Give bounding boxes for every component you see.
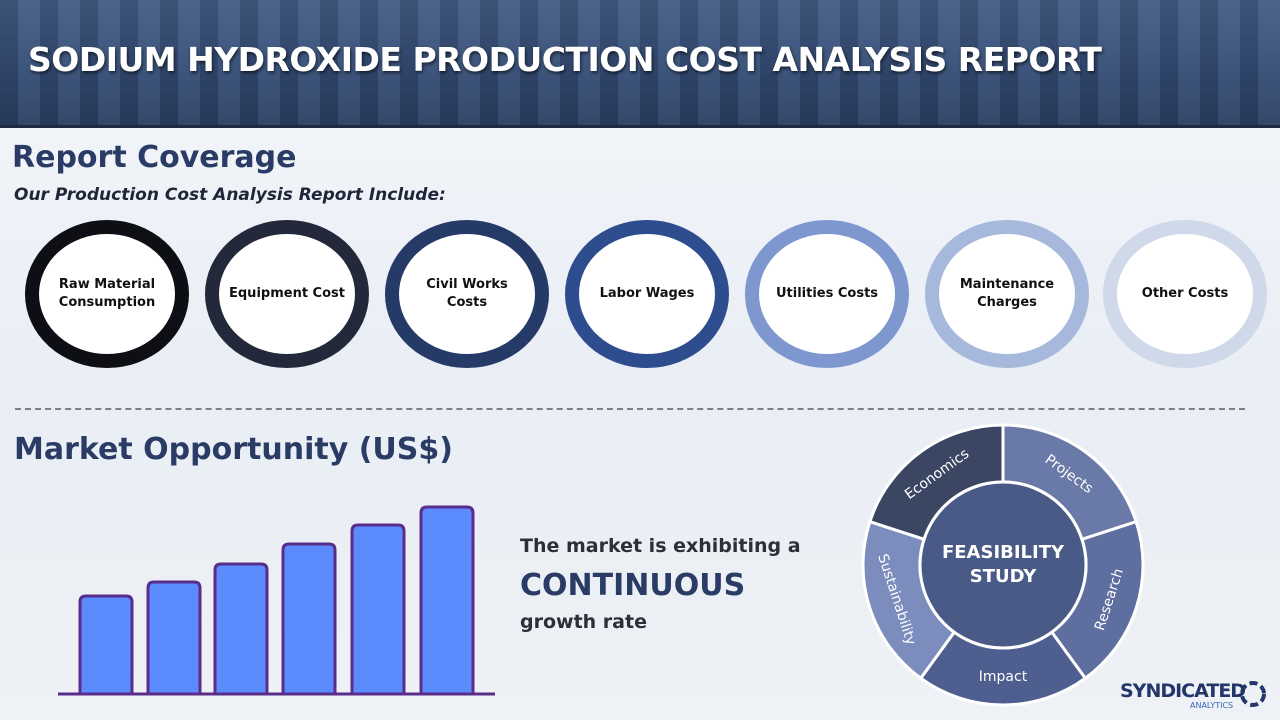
wheel-center — [918, 480, 1088, 650]
bar — [350, 523, 406, 696]
bar — [146, 580, 202, 696]
market-text: The market is exhibiting a — [520, 535, 801, 557]
wheel-center-label: FEASIBILITY STUDY — [941, 541, 1065, 587]
coverage-item: Raw Material Consumption — [25, 220, 189, 368]
report-title: SODIUM HYDROXIDE PRODUCTION COST ANALYSI… — [28, 40, 1102, 79]
market-emphasis: CONTINUOUS — [520, 568, 746, 603]
logo-mark — [1240, 681, 1266, 707]
coverage-heading: Report Coverage — [12, 140, 297, 175]
bar — [78, 594, 134, 696]
bar — [213, 562, 269, 696]
market-text: growth rate — [520, 611, 647, 633]
logo-name: SYNDICATED — [1120, 680, 1246, 702]
wheel-segment-label: Impact — [979, 669, 1028, 685]
market-heading: Market Opportunity (US$) — [14, 432, 453, 467]
bar — [281, 542, 337, 696]
logo-tagline: ANALYTICS — [1190, 701, 1234, 710]
bar — [419, 505, 475, 696]
feasibility-wheel: Economics ProjectsResearchImpactSustainab… — [861, 423, 1145, 707]
coverage-subheading: Our Production Cost Analysis Report Incl… — [14, 185, 446, 205]
divider — [15, 408, 1245, 410]
growth-bars — [78, 505, 475, 696]
header-banner: SODIUM HYDROXIDE PRODUCTION COST ANALYSI… — [0, 0, 1280, 128]
